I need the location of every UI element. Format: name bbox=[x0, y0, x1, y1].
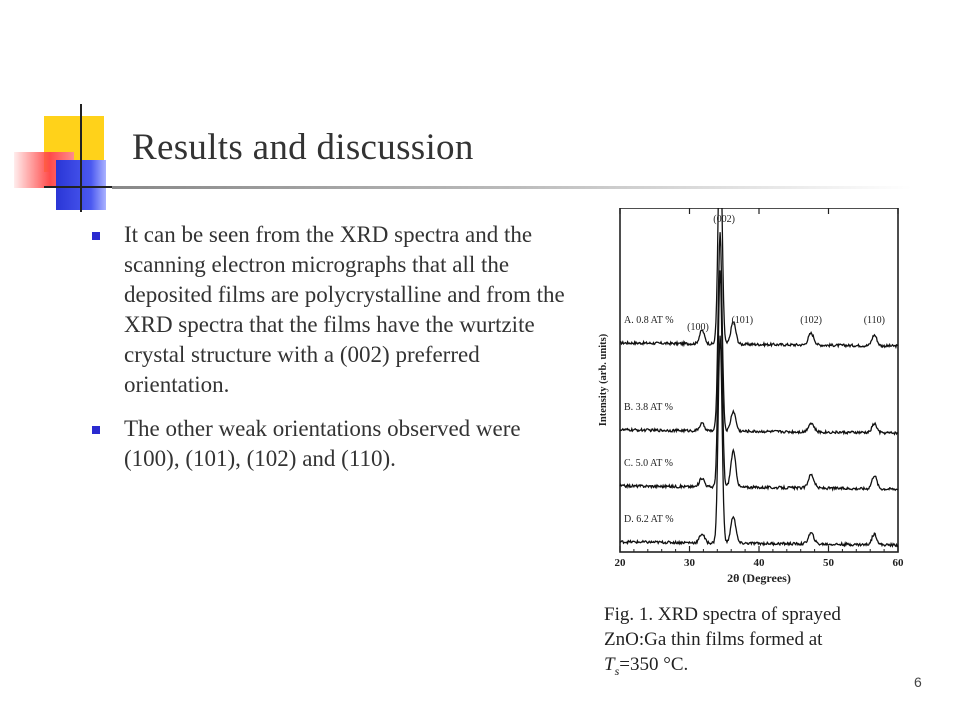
horizontal-line bbox=[44, 186, 116, 188]
x-tick-label: 20 bbox=[615, 557, 627, 569]
peak-label: (102) bbox=[800, 315, 822, 326]
slide-logo-decoration bbox=[0, 0, 200, 230]
x-tick-label: 40 bbox=[754, 557, 766, 569]
x-tick-label: 50 bbox=[823, 557, 835, 569]
xrd-trace bbox=[619, 335, 899, 548]
peak-label: (101) bbox=[731, 315, 753, 326]
bullet-text: The other weak orientations observed wer… bbox=[124, 416, 521, 471]
bullet-item: It can be seen from the XRD spectra and … bbox=[88, 220, 578, 400]
vertical-line bbox=[80, 104, 82, 212]
series-label: D. 6.2 AT % bbox=[624, 514, 674, 525]
bullet-square-icon bbox=[92, 426, 100, 434]
x-tick-label: 60 bbox=[893, 557, 905, 569]
plot-frame bbox=[619, 208, 899, 553]
xrd-trace bbox=[619, 270, 899, 492]
peak-label: (100) bbox=[687, 322, 709, 333]
caption-line: Ts=350 °C. bbox=[604, 652, 904, 684]
xrd-trace bbox=[619, 232, 899, 436]
title-underline bbox=[112, 186, 912, 189]
bullet-list: It can be seen from the XRD spectra and … bbox=[88, 220, 578, 488]
xrd-trace bbox=[619, 208, 899, 350]
y-axis-label: Intensity (arb. units) bbox=[598, 333, 609, 426]
peak-label: (002) bbox=[713, 214, 735, 225]
series-label: A. 0.8 AT % bbox=[624, 315, 674, 326]
series-label: C. 5.0 AT % bbox=[624, 458, 673, 469]
series-label: B. 3.8 AT % bbox=[624, 402, 673, 413]
temperature-subscript: s bbox=[614, 663, 620, 678]
bullet-text: It can be seen from the XRD spectra and … bbox=[124, 222, 565, 397]
bullet-item: The other weak orientations observed wer… bbox=[88, 414, 578, 474]
page-number: 6 bbox=[914, 674, 922, 690]
temperature-symbol: T bbox=[604, 654, 615, 675]
caption-line: ZnO:Ga thin films formed at bbox=[604, 629, 823, 650]
x-tick-label: 30 bbox=[684, 557, 696, 569]
temperature-value: =350 °C. bbox=[619, 654, 689, 675]
caption-line: Fig. 1. XRD spectra of sprayed bbox=[604, 604, 841, 625]
slide-title: Results and discussion bbox=[132, 127, 474, 168]
xrd-spectra-figure: 20 30 40 50 60 A. 0.8 AT % B. 3.8 AT % C. 5.0 … bbox=[598, 208, 905, 585]
figure-caption: Fig. 1. XRD spectra of sprayed ZnO:Ga th… bbox=[604, 602, 904, 684]
peak-label: (110) bbox=[864, 315, 885, 326]
bullet-square-icon bbox=[92, 232, 100, 240]
x-axis-label: 2θ (Degrees) bbox=[727, 571, 791, 585]
